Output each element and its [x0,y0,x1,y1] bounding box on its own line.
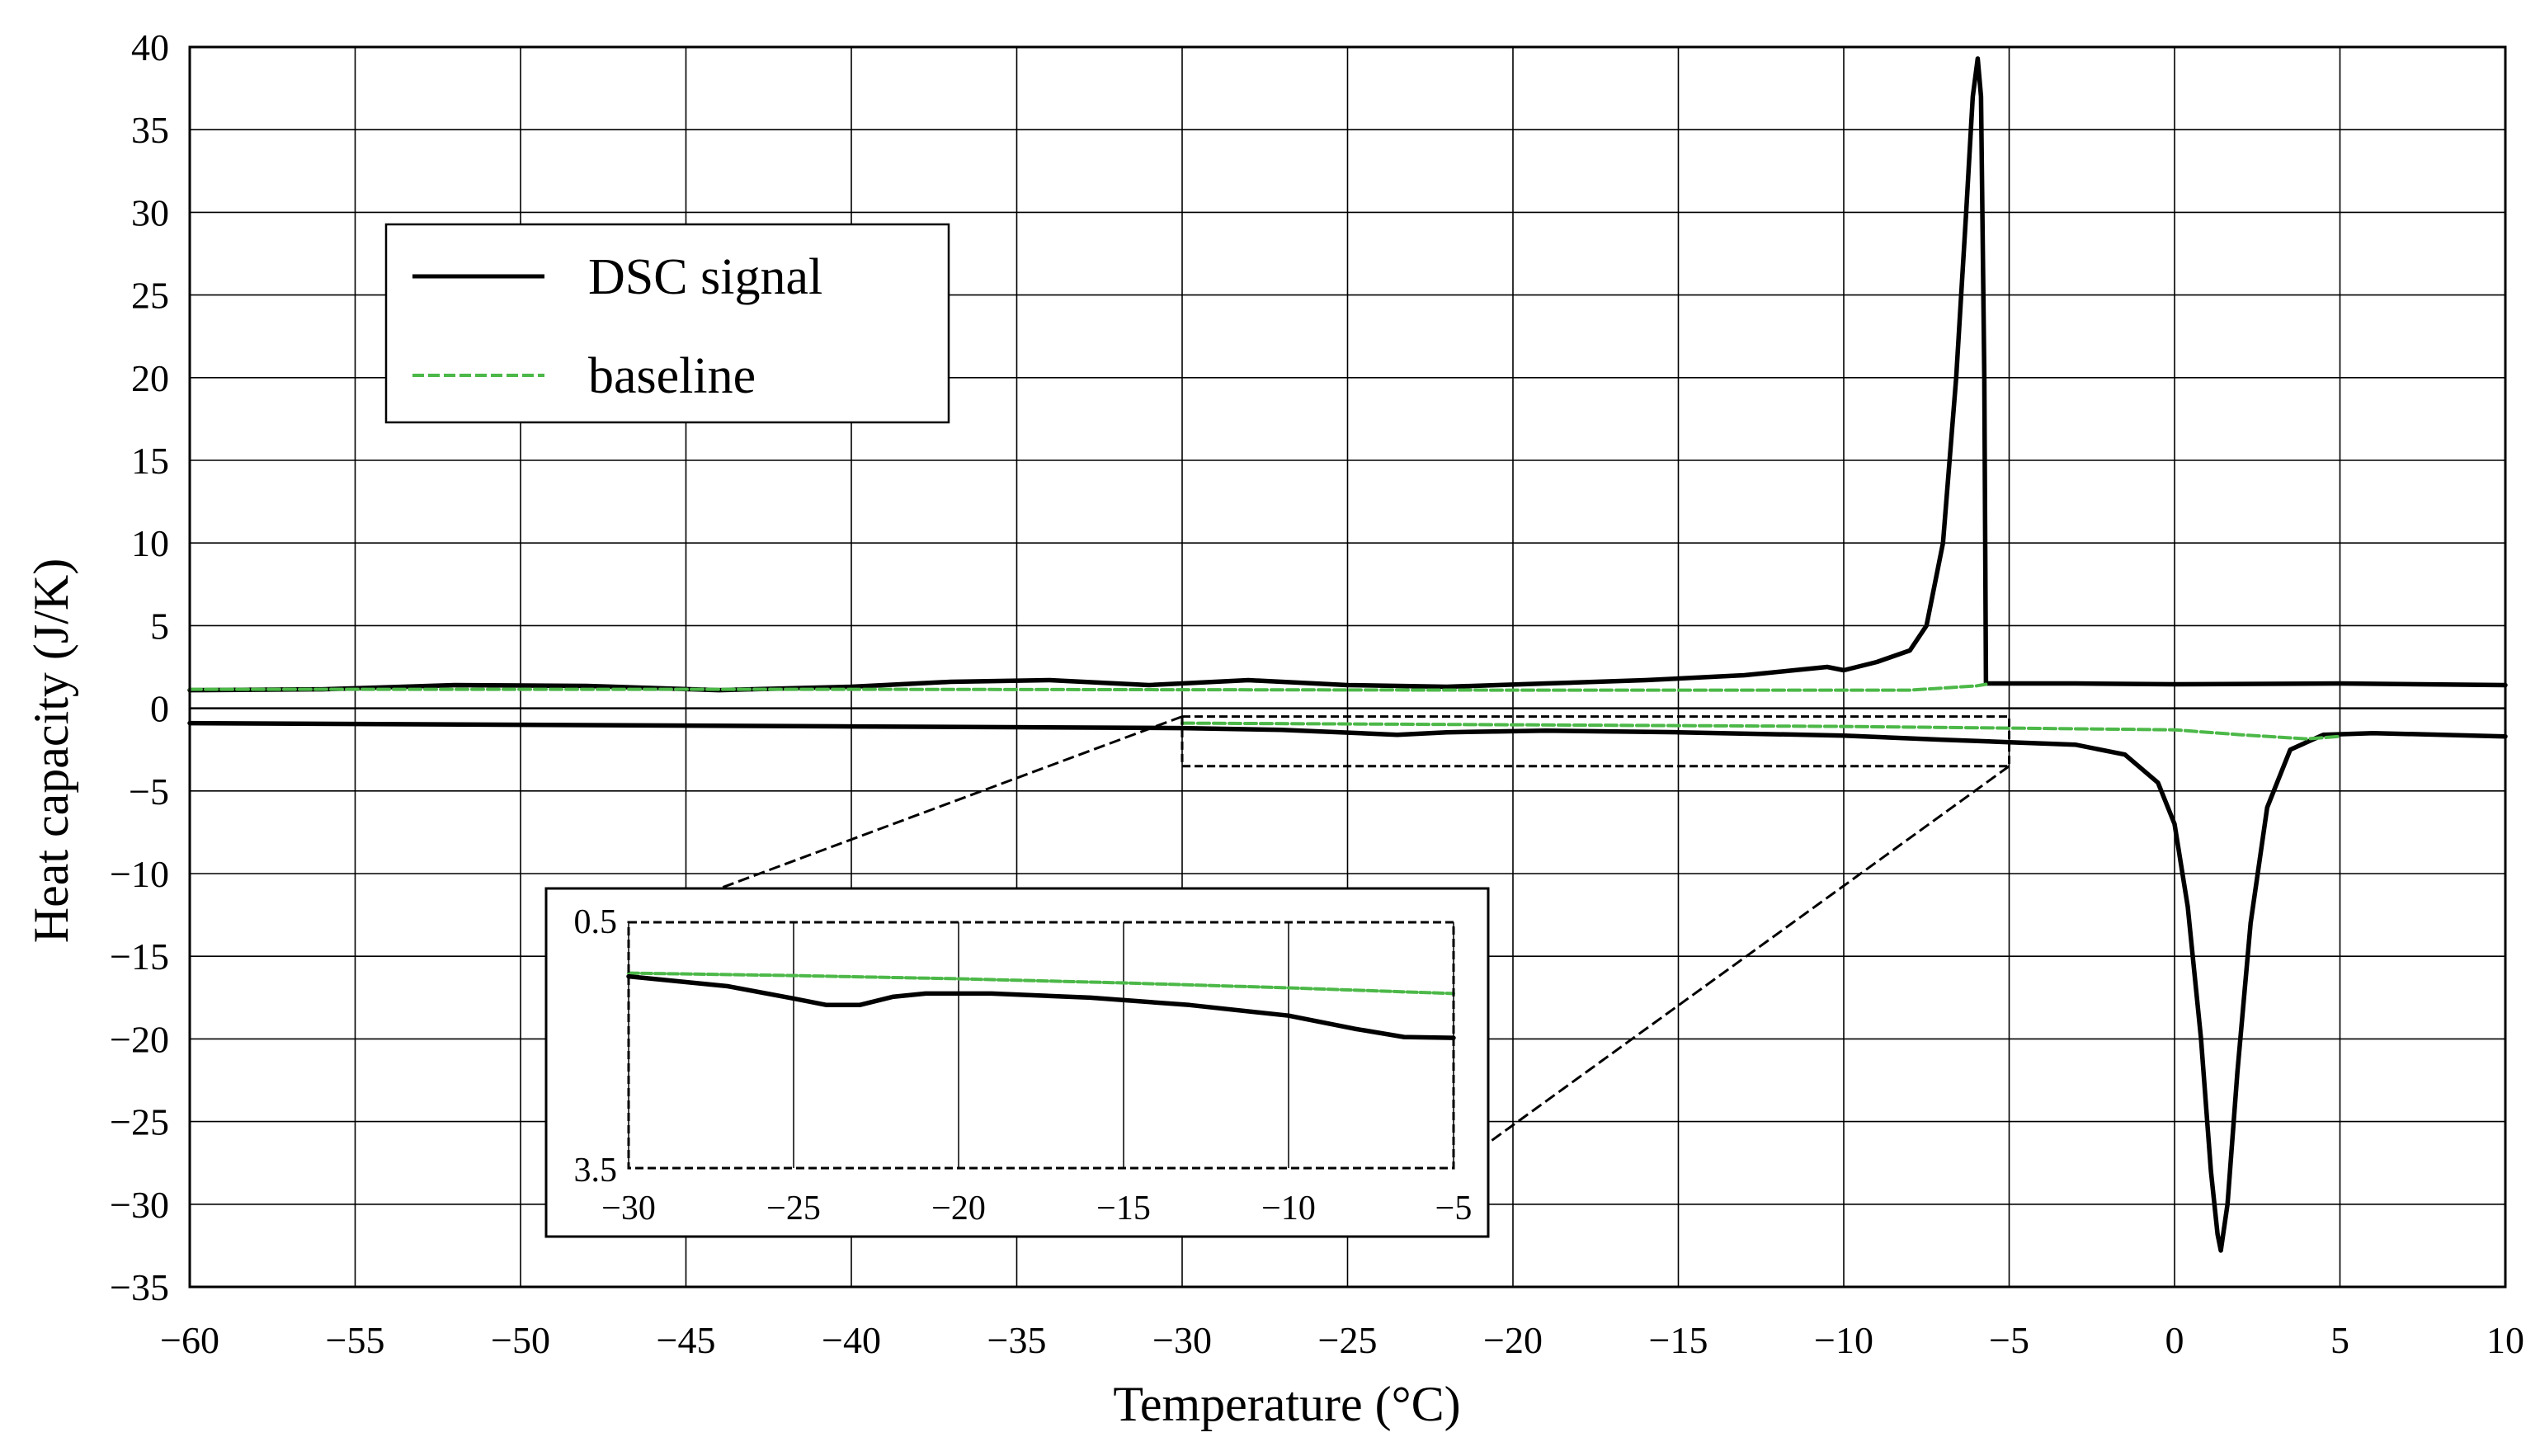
main-series [187,56,2508,1253]
inset-x-tick-label: −20 [931,1190,986,1227]
x-axis-title: Temperature (°C) [1113,1377,1460,1431]
zoom-connector-line [1453,765,2010,1170]
x-tick-label: −25 [1318,1319,1378,1361]
inset-x-tick-label: −10 [1261,1190,1316,1227]
inset-tick-labels: −30 −25 −20 −15 −10 −5 [601,1190,1472,1227]
y-tick-label: 20 [131,357,169,399]
y-tick-label: −5 [129,770,169,813]
y-tick-label: 35 [131,109,169,151]
series-line-baseline [1180,721,2342,741]
x-tick-label: 10 [2486,1319,2524,1361]
y-tick-label: −30 [110,1184,169,1226]
x-tick-label: −10 [1814,1319,1873,1361]
inset-x-tick-label: −30 [601,1190,656,1227]
inset: 0.5 3.5 −30 −25 −20 −15 −10 −5 [544,887,1490,1238]
x-tick-label: −30 [1152,1319,1212,1361]
inset-y-tick-top: 0.5 [574,903,618,941]
legend: DSC signal baseline [384,223,950,424]
y-tick-label: 15 [131,440,169,482]
y-tick-label: 40 [131,26,169,68]
inset-x-tick-label: −15 [1096,1190,1151,1227]
y-tick-label: 25 [131,275,169,317]
inset-plot-frame [627,921,1455,1170]
main-tick-labels: −60 −55 −50 −45 −40 −35 −30 −25 −20 −15 −10 −5 0 5 104… [110,26,2524,1361]
x-tick-label: −60 [160,1319,219,1361]
x-tick-label: −45 [657,1319,716,1361]
y-tick-label: −25 [110,1101,169,1143]
plot-frame [188,45,2507,1289]
x-tick-label: 5 [2330,1319,2349,1361]
legend-box [384,223,950,424]
x-tick-label: 0 [2165,1319,2184,1361]
x-tick-label: −55 [326,1319,385,1361]
inset-x-tick-label: −25 [766,1190,821,1227]
series-line-baseline [188,682,1988,692]
x-tick-label: −5 [1989,1319,2029,1361]
y-tick-label: 0 [150,688,169,730]
zoom-region-box [1180,715,2010,768]
y-tick-label: 30 [131,191,169,233]
legend-label-dsc-signal: DSC signal [588,249,822,305]
series-line-dsc-signal [187,720,2508,1253]
x-tick-label: −15 [1649,1319,1708,1361]
inset-series-line-dsc-signal [626,973,1456,1040]
y-tick-label: −15 [110,935,169,978]
x-tick-label: −40 [822,1319,881,1361]
inset-series [626,971,1456,1040]
legend-label-baseline: baseline [588,348,756,404]
y-tick-label: 10 [131,522,169,564]
y-tick-label: 5 [150,605,169,647]
zoom-indicator [628,715,2010,1170]
y-axis-title: Heat capacity (J/K) [24,558,78,943]
x-tick-label: −50 [491,1319,550,1361]
inset-x-tick-label: −5 [1435,1190,1473,1227]
inset-panel [544,887,1490,1238]
x-tick-label: −20 [1483,1319,1543,1361]
y-tick-label: −35 [110,1266,169,1308]
inset-series-line-baseline [627,971,1455,996]
inset-y-tick-bottom: 3.5 [574,1152,618,1190]
series-line-dsc-signal [187,56,2508,693]
y-tick-label: −10 [110,853,169,895]
y-tick-label: −20 [110,1018,169,1060]
x-tick-label: −35 [987,1319,1047,1361]
